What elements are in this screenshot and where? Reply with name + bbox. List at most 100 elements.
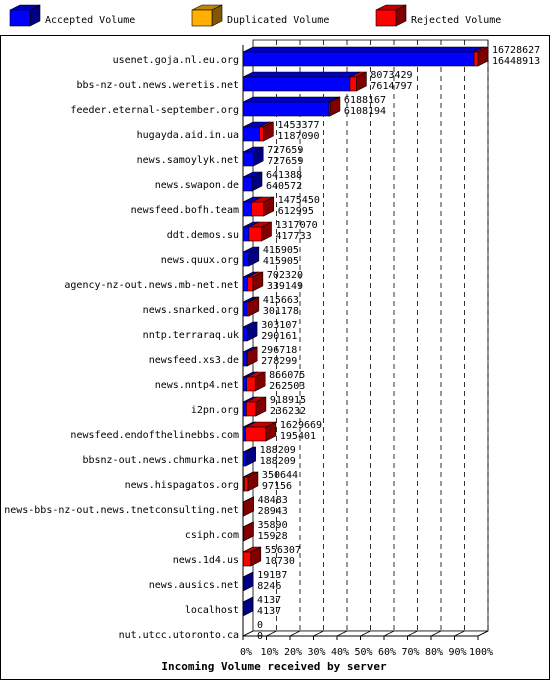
- category-label: news.nntp4.net: [155, 380, 239, 391]
- accepted-value-label: 236232: [270, 406, 306, 417]
- category-label: feeder.eternal-september.org: [70, 105, 239, 116]
- category-label: bbsnz-out.news.chmurka.net: [82, 455, 239, 466]
- category-label: news-bbs-nz-out.news.tnetconsulting.net: [4, 505, 239, 516]
- x-tick-label: 30%: [307, 647, 325, 658]
- total-value-label: 641388: [266, 170, 302, 181]
- category-label: news.quux.org: [161, 255, 239, 266]
- accepted-value-label: 195401: [280, 431, 316, 442]
- bar-row: [242, 221, 272, 242]
- legend-swatch-duplicated: [191, 4, 223, 27]
- total-value-label: 0: [257, 620, 263, 631]
- accepted-value-label: 15928: [258, 531, 288, 542]
- bar-row: [242, 571, 254, 592]
- category-label: news.samoylyk.net: [137, 155, 239, 166]
- total-value-label: 48483: [258, 495, 288, 506]
- bar-accepted: [242, 71, 361, 92]
- category-label: news.snarked.org: [143, 305, 239, 316]
- accepted-value-label: 339149: [267, 281, 303, 292]
- bar-rejected: [349, 71, 367, 92]
- accepted-value-label: 10730: [265, 556, 295, 567]
- total-value-label: 1629669: [280, 420, 322, 431]
- total-value-label: 866075: [269, 370, 305, 381]
- accepted-value-label: 262503: [269, 381, 305, 392]
- accepted-value-label: 7614797: [370, 81, 412, 92]
- bar-row: [242, 546, 262, 567]
- accepted-value-label: 290161: [261, 331, 297, 342]
- bar-rejected: [251, 196, 275, 217]
- total-value-label: 4137: [257, 595, 281, 606]
- x-tick-label: 60%: [378, 647, 396, 658]
- bar-row: [242, 196, 275, 217]
- total-value-label: 19137: [257, 570, 287, 581]
- total-value-label: 296718: [261, 345, 297, 356]
- category-label: news.hispagatos.org: [125, 480, 239, 491]
- total-value-label: 6188167: [344, 95, 386, 106]
- x-tick-label: 10%: [260, 647, 278, 658]
- bar-row: [242, 71, 367, 92]
- accepted-value-label: 640572: [266, 181, 302, 192]
- bar-row: [242, 271, 264, 292]
- accepted-value-label: 16448913: [492, 56, 540, 67]
- total-value-label: 415663: [263, 295, 299, 306]
- accepted-value-label: 727659: [267, 156, 303, 167]
- bar-row: [242, 496, 254, 517]
- legend-label-accepted: Accepted Volume: [45, 15, 135, 26]
- category-label: localhost: [185, 605, 239, 616]
- bar-accepted: [242, 321, 258, 342]
- accepted-value-label: 1187090: [277, 131, 319, 142]
- legend-label-rejected: Rejected Volume: [411, 15, 501, 26]
- bar-row: [242, 396, 267, 417]
- category-label: newsfeed.xs3.de: [149, 355, 239, 366]
- legend-label-duplicated: Duplicated Volume: [227, 15, 329, 26]
- category-label: csiph.com: [185, 530, 239, 541]
- category-label: nut.utcc.utoronto.ca: [119, 630, 239, 641]
- category-label: newsfeed.bofh.team: [131, 205, 239, 216]
- x-tick-label: 70%: [401, 647, 419, 658]
- bars: [242, 46, 489, 617]
- accepted-value-label: 301178: [263, 306, 299, 317]
- bar-row: [242, 596, 254, 617]
- category-label: i2pn.org: [191, 405, 239, 416]
- bar-accepted: [242, 246, 260, 267]
- total-value-label: 415905: [263, 245, 299, 256]
- category-label: agency-nz-out.news.mb-net.net: [64, 280, 239, 291]
- accepted-value-label: 417733: [276, 231, 312, 242]
- bar-rejected: [244, 471, 259, 492]
- bar-row: [242, 146, 264, 167]
- bar-rejected: [328, 96, 341, 117]
- accepted-value-label: 612995: [278, 206, 314, 217]
- bar-row: [242, 246, 260, 267]
- category-label: news.swapon.de: [155, 180, 239, 191]
- accepted-value-label: 97156: [262, 481, 292, 492]
- total-value-label: 8073429: [370, 70, 412, 81]
- total-value-label: 35890: [258, 520, 288, 531]
- bar-row: [242, 371, 266, 392]
- accepted-value-label: 278299: [261, 356, 297, 367]
- bar-accepted: [242, 171, 263, 192]
- bar-row: [242, 46, 489, 67]
- category-label: ddt.demos.su: [167, 230, 239, 241]
- bar-row: [242, 321, 258, 342]
- total-value-label: 1317070: [276, 220, 318, 231]
- accepted-value-label: 188209: [260, 456, 296, 467]
- bar-rejected: [245, 421, 277, 442]
- accepted-value-label: 28943: [258, 506, 288, 517]
- bar-row: [242, 421, 277, 442]
- bar-rejected: [259, 121, 274, 142]
- legend-swatch-rejected: [375, 4, 407, 27]
- bar-accepted: [242, 96, 340, 117]
- x-tick-label: 90%: [448, 647, 466, 658]
- legend: Accepted Volume Duplicated Volume Rejected…: [9, 4, 501, 27]
- category-label: newsfeed.endofthelinebbs.com: [70, 430, 239, 441]
- category-label: nntp.terraraq.uk: [143, 330, 239, 341]
- total-value-label: 350644: [262, 470, 298, 481]
- bar-row: [242, 296, 260, 317]
- bar-rejected: [246, 346, 258, 367]
- total-value-label: 188209: [260, 445, 296, 456]
- total-value-label: 16728627: [492, 45, 540, 56]
- category-label: hugayda.aid.in.ua: [137, 130, 239, 141]
- category-label: news.1d4.us: [173, 555, 239, 566]
- bar-rejected: [243, 496, 254, 517]
